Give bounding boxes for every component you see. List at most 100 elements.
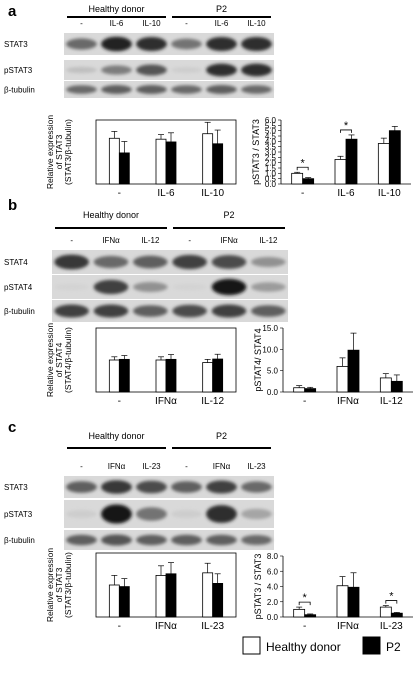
blot-band xyxy=(101,534,132,546)
blot-band xyxy=(54,283,89,291)
y-axis-label: pSTAT3 / STAT3 xyxy=(251,119,261,185)
y-axis-label-line: Relative expression xyxy=(45,323,55,397)
y-axis-label-line: Relative expression xyxy=(45,548,55,622)
blot-lane-label: IL-6 xyxy=(215,19,229,28)
y-tick-label: 5.0 xyxy=(267,367,279,376)
x-tick-label: IL-10 xyxy=(378,188,401,199)
x-tick-label: - xyxy=(303,621,306,632)
blot-lane-label: IL-12 xyxy=(141,236,160,245)
blot-band xyxy=(251,282,286,292)
y-axis-label-line: pSTAT4/ STAT4 xyxy=(253,328,263,391)
blot-band xyxy=(133,255,168,269)
x-tick-label: IL-12 xyxy=(380,396,403,407)
blot-band xyxy=(171,85,202,94)
y-tick-label: 2.0 xyxy=(265,159,277,168)
legend-label-p2: P2 xyxy=(386,640,401,654)
y-axis-label: pSTAT3 / STAT3 xyxy=(253,554,263,620)
blot-band xyxy=(171,481,202,493)
blot-row-label: pSTAT3 xyxy=(4,66,33,75)
blot-band xyxy=(241,85,272,94)
bar-healthy xyxy=(155,138,167,185)
blot-band xyxy=(171,38,202,50)
blot-band xyxy=(241,63,272,77)
blot-group-label: P2 xyxy=(216,431,227,441)
bar-p2 xyxy=(165,358,177,393)
blot-band xyxy=(66,509,97,519)
bar-p2 xyxy=(388,130,401,185)
significance-label: * xyxy=(344,120,349,132)
panel-letter: a xyxy=(8,3,17,20)
blot-band xyxy=(93,304,129,318)
bar-healthy xyxy=(202,362,214,393)
bar-healthy xyxy=(334,159,347,185)
blot-row-label: β-tubulin xyxy=(4,536,35,545)
blot-lane-label: IFNα xyxy=(102,236,120,245)
blot-band xyxy=(133,281,168,293)
blot-row-label: STAT3 xyxy=(4,40,28,49)
blot-row-label: pSTAT3 xyxy=(4,510,33,519)
blot-lane-label: IL-23 xyxy=(142,462,161,471)
y-axis-label-line: of STAT3 xyxy=(54,134,64,169)
y-axis-label: pSTAT4/ STAT4 xyxy=(253,328,263,391)
blot-band xyxy=(241,481,272,493)
blot-band xyxy=(206,63,237,77)
y-axis-label: Relative expressionof STAT4(STAT4/β-tubu… xyxy=(45,323,73,397)
blot-lane-label: - xyxy=(185,462,188,471)
blot-band xyxy=(54,304,89,318)
bar-p2 xyxy=(302,178,315,185)
y-tick-label: 0.0 xyxy=(267,613,279,622)
blot-band xyxy=(172,304,207,318)
blot-band xyxy=(136,36,167,52)
y-tick-label: 5.0 xyxy=(265,127,277,136)
bar-healthy xyxy=(379,606,392,618)
blot-band xyxy=(101,480,132,494)
significance-label: * xyxy=(301,157,306,169)
bar-p2 xyxy=(165,573,177,618)
blot-row-label: STAT4 xyxy=(4,258,28,267)
bar-p2 xyxy=(345,138,358,185)
bar-healthy xyxy=(293,608,306,618)
y-tick-label: 4.5 xyxy=(265,132,277,141)
blot-band xyxy=(171,67,202,73)
bar-healthy xyxy=(202,572,214,618)
bar-healthy xyxy=(155,575,167,618)
blot-band xyxy=(66,38,97,50)
x-tick-label: IFNα xyxy=(155,621,177,632)
x-tick-label: IL-6 xyxy=(157,188,175,199)
y-axis-label-line: pSTAT3 / STAT3 xyxy=(251,119,261,185)
y-tick-label: 4.0 xyxy=(267,583,279,592)
y-tick-label: 6.0 xyxy=(265,116,277,125)
bar-p2 xyxy=(347,586,360,618)
blot-row-label: β-tubulin xyxy=(4,307,35,316)
y-axis-label: Relative expressionof STAT3(STAT3/β-tubu… xyxy=(45,548,73,622)
y-tick-label: 4.0 xyxy=(265,137,277,146)
y-tick-label: 0.5 xyxy=(265,175,277,184)
blot-lane-label: IL-10 xyxy=(247,19,266,28)
blot-band xyxy=(241,508,272,520)
y-axis-label: Relative expressionof STAT3(STAT3/β-tubu… xyxy=(45,115,73,189)
blot-band xyxy=(136,507,167,521)
blot-lane-label: IFNα xyxy=(213,462,231,471)
blot-band xyxy=(241,534,272,546)
x-tick-label: IFNα xyxy=(337,621,359,632)
blot-band xyxy=(93,279,129,295)
x-tick-label: IFNα xyxy=(337,396,359,407)
blot-group-label: Healthy donor xyxy=(88,431,144,441)
y-axis-label-line: pSTAT3 / STAT3 xyxy=(253,554,263,620)
blot-band xyxy=(211,278,247,296)
y-axis-label-line: (STAT3/β-tubulin) xyxy=(63,552,73,618)
blot-lane-label: - xyxy=(80,19,83,28)
blot-lane-label: IL-12 xyxy=(259,236,278,245)
panel-letter: b xyxy=(8,197,17,214)
bar-p2 xyxy=(118,358,130,393)
bar-p2 xyxy=(212,583,224,618)
legend-swatch-healthy xyxy=(242,636,261,655)
y-tick-label: 3.0 xyxy=(265,148,277,157)
legend-swatch-p2 xyxy=(362,636,381,655)
x-tick-label: - xyxy=(118,396,121,407)
y-tick-label: 15.0 xyxy=(262,324,278,333)
blot-band xyxy=(136,85,167,94)
blot-band xyxy=(66,481,97,493)
bar-healthy xyxy=(155,359,167,393)
blot-lane-label: IFNα xyxy=(108,462,126,471)
